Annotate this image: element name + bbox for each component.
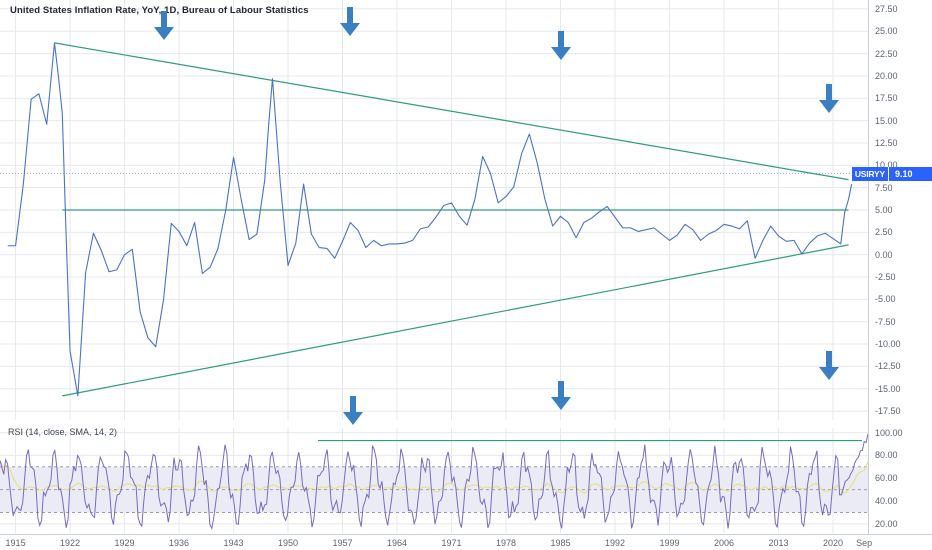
time-axis-tick: 1929 — [114, 538, 135, 548]
price-axis-tick: -12.50 — [875, 361, 901, 372]
time-axis-tick: 1915 — [5, 538, 26, 548]
ascending-support — [62, 244, 849, 397]
price-axis-tick: 22.50 — [875, 48, 898, 59]
price-axis-tick: 10.00 — [875, 160, 898, 171]
time-axis-tick: 1992 — [604, 538, 625, 548]
rsi-line — [0, 433, 869, 530]
time-axis-tick: 2020 — [822, 538, 843, 548]
arrow-3-down-arrow-icon — [548, 29, 574, 63]
price-axis-tick: 17.50 — [875, 93, 898, 104]
time-axis-tick: 1978 — [495, 538, 517, 548]
descending-resistance — [54, 42, 849, 181]
rsi-series — [0, 433, 869, 530]
price-axis-tick: 27.50 — [875, 3, 898, 14]
price-axis-tick: -17.50 — [875, 406, 901, 417]
current-price-badge[interactable]: USIRYY 9.10 — [851, 167, 932, 181]
rsi-indicator-legend: RSI (14, close, SMA, 14, 2) — [8, 427, 118, 437]
price-axis[interactable]: 27.50 25.00 22.50 20.00 17.50 15.00 12.50 10.00… — [868, 0, 932, 534]
price-axis-tick: -7.50 — [875, 316, 896, 327]
price-value-label: 9.10 — [888, 167, 932, 181]
price-axis-tick: -10.00 — [875, 339, 901, 350]
time-axis-tick: 1964 — [387, 538, 408, 548]
price-axis-tick: -2.50 — [875, 272, 896, 283]
price-axis-tick: 5.00 — [875, 205, 893, 215]
time-axis-tick: 1971 — [441, 538, 462, 548]
price-axis-tick: -15.00 — [875, 383, 901, 394]
rsi-axis-tick: 100.00 — [875, 427, 903, 438]
time-axis-tick: 1999 — [659, 538, 680, 548]
price-axis-tick: 25.00 — [875, 26, 898, 37]
symbol-label: USIRYY — [851, 167, 888, 181]
arrow-6-down-arrow-icon — [548, 379, 574, 413]
time-axis-tick: 1985 — [550, 538, 571, 548]
arrow-4-down-arrow-icon — [816, 82, 842, 116]
arrow-2-down-arrow-icon — [337, 5, 363, 39]
price-series-line — [7, 42, 853, 397]
price-axis-tick: 20.00 — [875, 70, 898, 81]
price-axis-tick: 0.00 — [875, 249, 893, 260]
page-title: United States Inflation Rate, YoY, 1D, B… — [10, 5, 309, 16]
price-axis-tick: 12.50 — [875, 137, 898, 148]
rsi-axis-tick: 60.00 — [875, 473, 898, 484]
time-axis-tick: 1922 — [60, 538, 81, 548]
time-axis-tick: 1936 — [169, 538, 190, 548]
arrow-5-down-arrow-icon — [816, 349, 842, 383]
price-axis-tick: 7.50 — [875, 182, 893, 193]
time-axis-tick: 2006 — [713, 538, 734, 548]
rsi-axis-tick: 40.00 — [875, 496, 898, 507]
price-axis-tick: -5.00 — [875, 294, 896, 305]
rsi-axis-tick: 80.00 — [875, 450, 898, 461]
price-axis-tick: 2.50 — [875, 227, 893, 238]
time-axis-tick: 2013 — [768, 538, 789, 548]
time-axis[interactable]: 1915 1922 1929 1936 1943 1950 1957 1964 1971 1978… — [0, 534, 932, 550]
time-axis-tick: 1957 — [332, 538, 353, 548]
arrow-7-down-arrow-icon — [340, 394, 366, 428]
time-axis-tick: 1943 — [223, 538, 244, 548]
time-axis-tick: 1950 — [278, 538, 299, 548]
arrow-1-down-arrow-icon — [151, 9, 177, 43]
time-axis-tick: Sep — [856, 538, 873, 548]
rsi-axis-tick: 20.00 — [875, 518, 898, 529]
rsi-sma-line — [0, 460, 869, 494]
price-axis-tick: 15.00 — [875, 115, 898, 126]
